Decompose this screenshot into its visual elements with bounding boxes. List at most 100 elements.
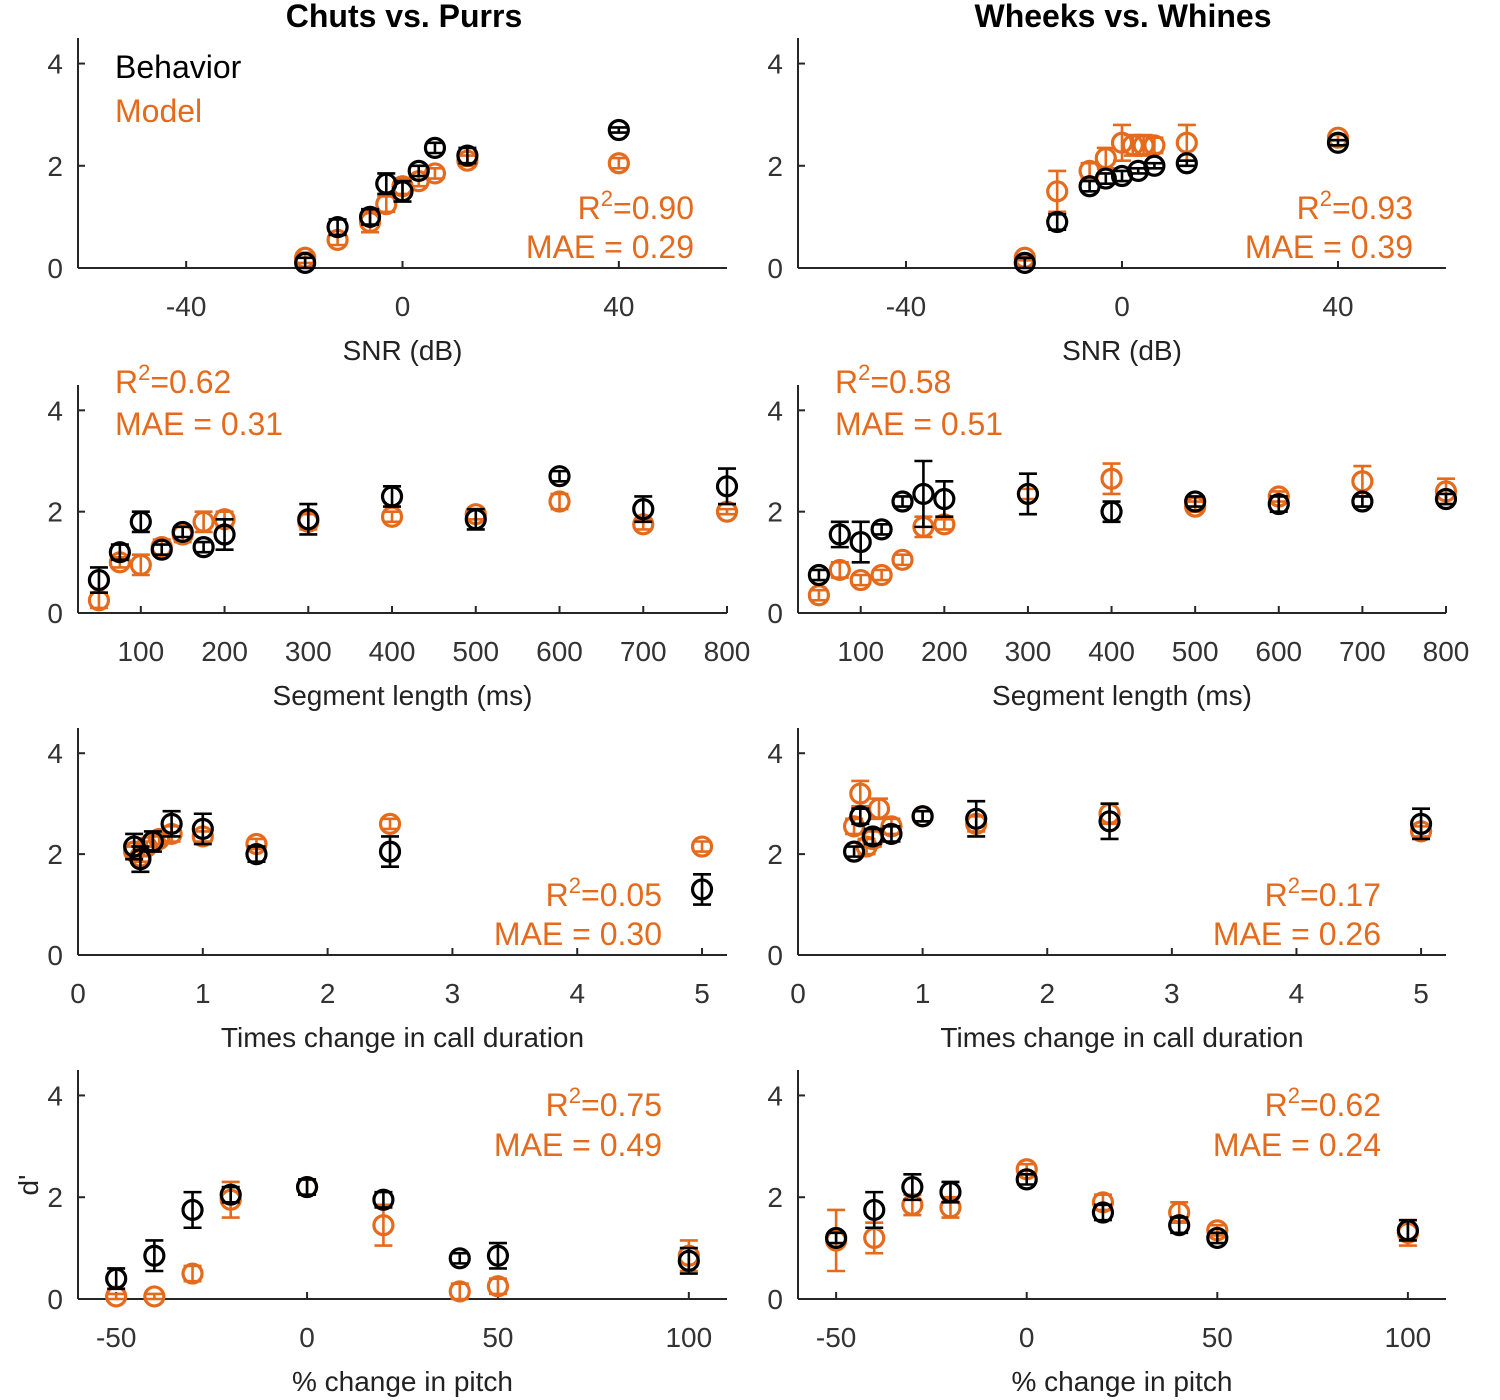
marker	[1434, 487, 1458, 511]
marker	[219, 1183, 242, 1206]
marker	[607, 118, 630, 142]
data-point	[1100, 500, 1123, 524]
y-tick-label: 0	[767, 1284, 783, 1315]
x-tick-label: 300	[1005, 636, 1052, 667]
mae-label: MAE = 0.31	[115, 406, 283, 442]
marker	[143, 1244, 166, 1267]
x-tick-label: 5	[1413, 978, 1429, 1009]
marker	[1326, 131, 1350, 154]
data-point	[1094, 146, 1117, 170]
data-point	[1015, 1168, 1038, 1191]
x-tick-label: 100	[837, 636, 884, 667]
data-point	[690, 872, 714, 906]
marker	[423, 136, 447, 159]
marker	[891, 490, 914, 513]
x-axis-label: % change in pitch	[1011, 1366, 1232, 1397]
r-squared-label: R2=0.05	[546, 873, 662, 913]
data-point	[1326, 131, 1350, 154]
mae-label: MAE = 0.26	[1213, 916, 1381, 952]
data-point	[181, 1262, 204, 1285]
data-point	[863, 1190, 886, 1230]
y-tick-label: 2	[47, 151, 63, 182]
x-tick-label: 40	[1322, 291, 1353, 322]
marker	[912, 482, 935, 506]
marker	[880, 822, 903, 846]
y-tick-label: 0	[767, 253, 783, 284]
x-tick-label: 700	[1339, 636, 1386, 667]
series-behavior	[123, 809, 714, 906]
x-axis-label: Segment length (ms)	[992, 680, 1252, 711]
data-point	[825, 1226, 848, 1250]
data-point	[448, 1280, 471, 1303]
marker	[192, 510, 215, 533]
marker	[378, 840, 402, 863]
panel-seg-wheeks: 0 2 4 100 200 300 400 500 600 700 800 Segment lengt…	[767, 360, 1469, 711]
y-tick-label: 4	[767, 738, 783, 769]
marker	[1046, 180, 1069, 203]
series-behavior	[105, 1175, 700, 1291]
y-tick-label: 0	[47, 1284, 63, 1315]
x-tick-label: 600	[536, 636, 583, 667]
data-point	[607, 118, 630, 142]
marker	[1100, 467, 1123, 490]
y-tick-label: 0	[47, 598, 63, 629]
marker	[372, 1188, 395, 1211]
data-point	[143, 1239, 166, 1273]
x-tick-label: 500	[1172, 636, 1219, 667]
data-point	[1143, 154, 1166, 177]
data-point	[911, 805, 934, 828]
data-point	[105, 1267, 128, 1291]
data-point	[181, 1190, 204, 1230]
data-point	[391, 179, 414, 203]
panel-pitch-chuts: 0 2 4 -50 0 50 100 % change in pitch R2=0.75 MAE …	[47, 1070, 727, 1397]
marker	[807, 563, 831, 587]
marker	[867, 797, 891, 820]
y-tick-label: 0	[767, 598, 783, 629]
x-tick-label: 50	[1202, 1322, 1233, 1353]
data-point	[807, 584, 831, 607]
marker	[87, 568, 111, 592]
marker	[1016, 482, 1040, 506]
x-tick-label: 200	[201, 636, 248, 667]
x-tick-label: 0	[790, 978, 806, 1009]
data-point	[965, 799, 988, 838]
x-axis-label: Times change in call duration	[221, 1022, 584, 1053]
x-tick-label: 4	[1289, 978, 1305, 1009]
y-tick-label: 4	[47, 1080, 63, 1111]
series-behavior	[294, 118, 630, 274]
marker	[448, 1280, 471, 1303]
data-point	[486, 1275, 510, 1298]
marker	[1184, 490, 1207, 513]
y-tick-label: 0	[47, 253, 63, 284]
x-tick-label: 0	[70, 978, 86, 1009]
marker	[105, 1267, 128, 1290]
marker	[423, 162, 447, 185]
data-point	[548, 490, 571, 513]
x-tick-label: 200	[921, 636, 968, 667]
marker	[486, 1244, 510, 1267]
data-point	[632, 495, 655, 524]
x-tick-label: 0	[395, 291, 411, 322]
data-point	[1098, 802, 1121, 841]
data-point	[129, 553, 152, 577]
data-point	[129, 510, 152, 534]
data-point	[297, 502, 320, 536]
marker	[901, 1175, 924, 1199]
mae-label: MAE = 0.29	[526, 229, 694, 265]
data-point	[294, 251, 317, 274]
mae-label: MAE = 0.30	[494, 916, 662, 952]
data-point	[901, 1173, 924, 1202]
data-point	[372, 1203, 395, 1247]
x-tick-label: 100	[1385, 1322, 1432, 1353]
marker	[715, 475, 739, 498]
y-tick-label: 2	[767, 151, 783, 182]
marker	[690, 835, 714, 858]
data-point	[464, 507, 487, 531]
data-point	[677, 1246, 700, 1275]
data-point	[715, 467, 739, 506]
x-tick-label: 4	[569, 978, 585, 1009]
marker	[1100, 500, 1123, 523]
marker	[1143, 154, 1166, 177]
data-point	[372, 1188, 395, 1211]
column-title-wheeks: Wheeks vs. Whines	[975, 0, 1272, 34]
